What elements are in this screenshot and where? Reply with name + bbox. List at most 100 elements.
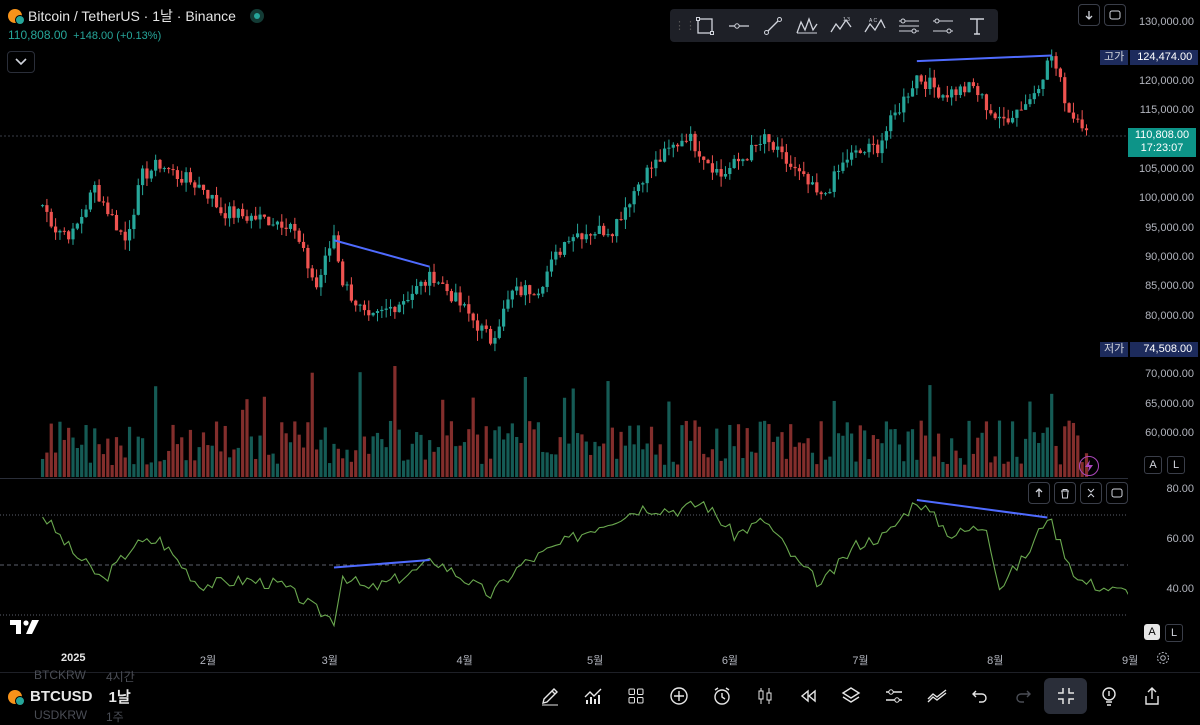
- volume-bar: [863, 430, 867, 477]
- rsi-tick-label: 40.00: [1166, 583, 1194, 595]
- tradingview-logo: [10, 618, 40, 639]
- ghost-interval-2: 1주: [106, 710, 124, 724]
- volume-bar: [145, 464, 149, 477]
- collapse-pane-button[interactable]: [1080, 482, 1102, 504]
- maximize-rsi-pane-button[interactable]: [1106, 482, 1128, 504]
- time-tick-label: 5월: [586, 655, 604, 667]
- candle-body: [876, 144, 880, 154]
- interval-button[interactable]: 1날: [108, 689, 131, 706]
- lightning-icon[interactable]: [1079, 456, 1099, 476]
- fib-tool[interactable]: [926, 9, 960, 42]
- candle-body: [806, 174, 810, 185]
- bitcoin-icon: [8, 9, 25, 25]
- volume-bar: [858, 425, 862, 477]
- high-value: 124,474.00: [1130, 50, 1199, 65]
- text-tool[interactable]: [960, 9, 994, 42]
- add-button[interactable]: [657, 678, 700, 714]
- high-price-tag: 고가 124,474.00: [1100, 50, 1199, 65]
- rsi-log-scale-button[interactable]: L: [1165, 624, 1183, 642]
- volume-bar: [393, 366, 397, 477]
- volume-bar: [1010, 421, 1015, 477]
- replay-button[interactable]: [786, 678, 829, 714]
- price-chart[interactable]: [0, 0, 1128, 672]
- compare-button[interactable]: [915, 678, 958, 714]
- symbol-title[interactable]: Bitcoin / TetherUS · 1날 · Binance: [28, 8, 236, 24]
- volume-bar: [288, 442, 293, 477]
- settings-button[interactable]: [872, 678, 915, 714]
- horizontal-ray-tool[interactable]: [722, 9, 756, 42]
- volume-bar: [1050, 393, 1054, 477]
- price-tick-label: 120,000.00: [1138, 74, 1194, 87]
- delete-pane-button[interactable]: [1054, 482, 1076, 504]
- current-price-tag: 110,808.00 17:23:07: [1128, 128, 1196, 157]
- undo-button[interactable]: [958, 678, 1001, 714]
- volume-bar: [336, 448, 340, 477]
- candle-body: [171, 169, 175, 171]
- candle-body: [745, 159, 749, 161]
- volume-bar: [471, 397, 475, 477]
- volume-bar: [689, 440, 693, 477]
- volume-bar: [232, 449, 236, 477]
- candle-body: [288, 223, 293, 229]
- redo-button[interactable]: [1001, 678, 1044, 714]
- volume-bar: [214, 421, 219, 477]
- alert-button[interactable]: [700, 678, 743, 714]
- price-tick-label: 100,000.00: [1138, 192, 1194, 205]
- candle-body: [715, 168, 719, 173]
- arrow-down-icon: [1085, 11, 1093, 20]
- layers-button[interactable]: [829, 678, 872, 714]
- volume-bar: [467, 429, 471, 477]
- candle-body: [575, 233, 580, 238]
- rsi-auto-scale-button[interactable]: A: [1144, 624, 1160, 640]
- symbol-button[interactable]: BTCUSD: [30, 688, 93, 705]
- rectangle-tool[interactable]: [688, 9, 722, 42]
- ideas-button[interactable]: [1087, 678, 1130, 714]
- pattern-tool[interactable]: [790, 9, 824, 42]
- volume-bar: [1067, 420, 1071, 477]
- drawing-toolbar[interactable]: ⋮⋮ 1 3 A C: [670, 9, 998, 42]
- move-pane-up-button[interactable]: [1028, 482, 1050, 504]
- legend-toggle-button[interactable]: [7, 51, 35, 73]
- candle-body: [480, 325, 484, 331]
- candle-body: [802, 171, 806, 175]
- candle-body: [615, 219, 619, 237]
- symbol-interval-picker[interactable]: BTCUSD 1날: [8, 686, 131, 707]
- volume-bar: [997, 420, 1002, 477]
- candle-body: [188, 172, 193, 183]
- volume-bar: [623, 445, 628, 477]
- layouts-icon: [628, 688, 643, 704]
- log-scale-button[interactable]: L: [1167, 456, 1185, 474]
- volume-bar: [97, 444, 101, 477]
- drag-handle-icon[interactable]: ⋮⋮: [674, 20, 696, 32]
- candles: [40, 49, 1089, 352]
- collapse-button[interactable]: [1044, 678, 1087, 714]
- layouts-button[interactable]: [614, 678, 657, 714]
- candle-body: [689, 133, 693, 142]
- parallel-channel-tool[interactable]: [892, 9, 926, 42]
- candle-body: [758, 143, 762, 146]
- elliott-wave-tool[interactable]: 1 3: [824, 9, 858, 42]
- pane-separator[interactable]: [0, 478, 1128, 479]
- trend-line-icon: [764, 16, 782, 35]
- trend-line-tool[interactable]: [756, 9, 790, 42]
- candle-body: [1050, 56, 1054, 61]
- share-button[interactable]: [1130, 678, 1173, 714]
- candle-body: [889, 115, 893, 132]
- volume-bar: [1032, 432, 1036, 477]
- candle-body: [341, 261, 345, 286]
- abcd-pattern-tool[interactable]: A C: [858, 9, 892, 42]
- volume-bar: [415, 432, 419, 477]
- move-pane-down-button[interactable]: [1078, 4, 1100, 26]
- drawing-button[interactable]: [528, 678, 571, 714]
- volume-bar: [462, 442, 467, 477]
- symbol-header[interactable]: Bitcoin / TetherUS · 1날 · Binance: [8, 6, 264, 26]
- candle-type-button[interactable]: [743, 678, 786, 714]
- auto-scale-button[interactable]: A: [1144, 456, 1162, 474]
- volume-bar: [484, 426, 488, 477]
- ghost-symbol-2: USDKRW: [34, 708, 88, 722]
- maximize-pane-button[interactable]: [1104, 4, 1126, 26]
- elliott-wave-icon: 1 3: [830, 17, 852, 32]
- axis-settings-button[interactable]: [1156, 651, 1170, 670]
- indicators-button[interactable]: [571, 678, 614, 714]
- candle-body: [906, 96, 910, 98]
